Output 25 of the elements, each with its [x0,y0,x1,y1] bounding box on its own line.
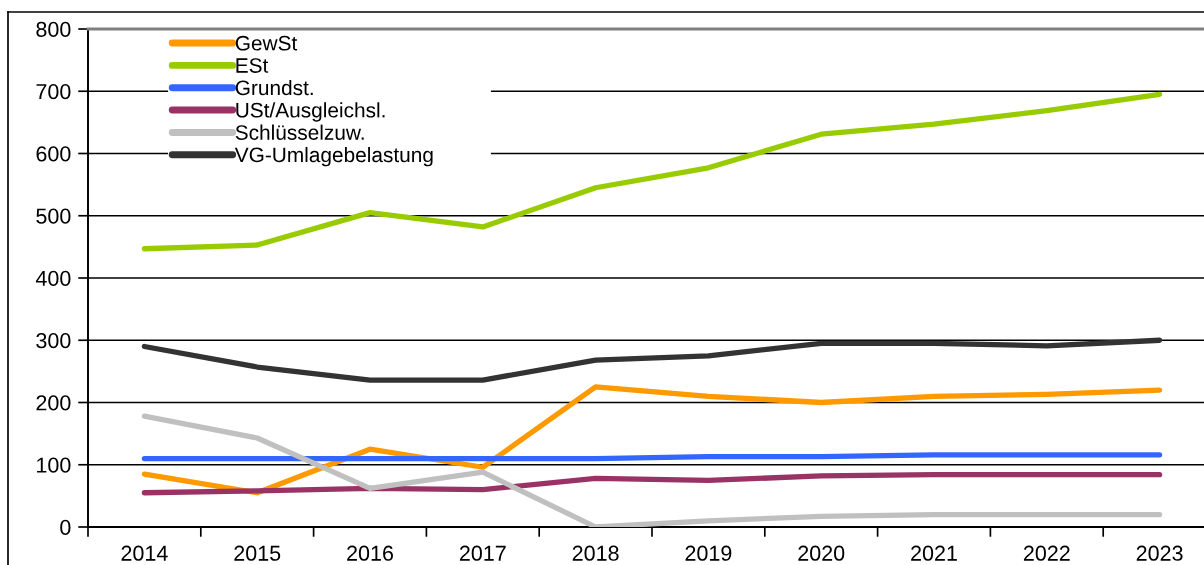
x-tick-label: 2019 [685,545,732,561]
y-tick-label: 300 [36,333,71,349]
x-tick-label: 2017 [459,545,506,561]
y-tick-label: 700 [36,84,71,100]
x-tick-label: 2018 [572,545,619,561]
y-tick-label: 400 [35,270,71,287]
y-tick-label: 800 [36,21,71,38]
legend-label: USt/Ausgleichsl. [236,102,385,122]
x-tick-label: 2022 [1023,545,1070,561]
y-tick-label: 100 [37,457,71,473]
legend-label: Schlüsselzuw. [235,124,364,140]
x-tick-label: 2020 [798,545,845,561]
x-tick-label: 2021 [911,545,957,561]
legend-label: GewSt [235,35,298,51]
x-tick-label: 2014 [121,545,168,561]
y-tick-label: 0 [60,519,71,536]
y-tick-label: 500 [36,208,71,224]
legend-label: VG-Umlagebelastung [234,146,433,167]
x-tick-label: 2023 [1136,545,1183,561]
legend-label: ESt [236,58,269,73]
y-tick-label: 200 [36,395,71,411]
y-tick-label: 600 [36,146,71,162]
x-tick-label: 2016 [347,545,393,561]
legend-label: Grundst. [235,79,313,96]
x-tick-label: 2015 [234,545,281,561]
